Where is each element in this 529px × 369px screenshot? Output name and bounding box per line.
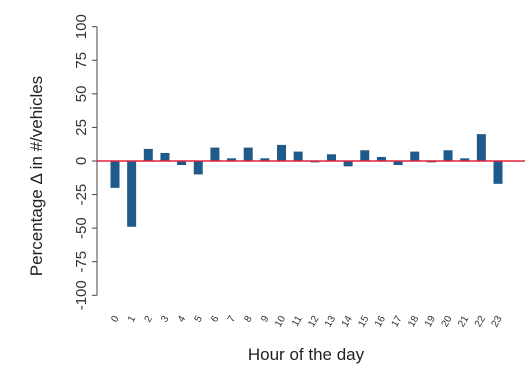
bar-hour-21 (460, 158, 470, 161)
x-tick-label: 23 (490, 314, 505, 330)
bar-hour-1 (127, 161, 137, 227)
x-axis: 0 1 2 3 4 5 6 7 8 9 10 11 12 13 14 15 16 17 18 19 20 21 22 23 (109, 314, 505, 330)
bar-hour-7 (227, 158, 237, 161)
bar-hour-18 (410, 151, 420, 161)
y-tick-label: -100 (73, 280, 90, 310)
x-tick-label: 15 (356, 314, 371, 330)
bar-hour-17 (393, 161, 403, 166)
bar-hour-8 (243, 147, 253, 161)
x-tick-label: 0 (109, 314, 122, 325)
x-tick-label: 6 (209, 314, 222, 325)
bar-hour-2 (143, 148, 153, 161)
x-tick-label: 14 (340, 314, 355, 330)
y-tick-label: 75 (73, 52, 90, 69)
x-tick-label: 17 (390, 314, 405, 330)
bar-hour-10 (277, 144, 287, 161)
y-axis: -100 -75 -50 -25 0 25 50 75 100 (73, 14, 98, 310)
bar-hour-14 (343, 161, 353, 167)
y-tick-label: 0 (73, 157, 90, 165)
bar-hour-13 (326, 154, 336, 161)
bar-hour-20 (443, 150, 453, 161)
y-tick-label: 25 (73, 119, 90, 136)
x-tick-label: 9 (259, 314, 272, 325)
y-axis-title: Percentage Δ in #/vehicles (27, 76, 46, 276)
x-tick-label: 16 (373, 314, 388, 330)
bar-hour-23 (493, 161, 503, 184)
x-tick-label: 11 (290, 314, 305, 329)
x-tick-label: 20 (440, 314, 455, 330)
bar-hour-11 (293, 151, 303, 161)
x-tick-label: 2 (143, 314, 156, 325)
bar-hour-22 (476, 134, 486, 161)
x-tick-label: 3 (159, 314, 172, 325)
x-tick-label: 22 (473, 314, 488, 330)
x-tick-label: 4 (176, 314, 189, 325)
x-tick-label: 7 (226, 314, 239, 325)
bar-hour-3 (160, 152, 170, 161)
x-tick-label: 5 (193, 314, 206, 325)
x-tick-label: 10 (273, 314, 288, 330)
x-tick-label: 13 (323, 314, 338, 330)
x-axis-title: Hour of the day (248, 345, 365, 364)
y-tick-label: -50 (73, 217, 90, 239)
bar-hour-16 (376, 156, 386, 161)
x-tick-label: 8 (243, 314, 256, 325)
x-tick-label: 21 (456, 314, 471, 330)
y-tick-label: 100 (73, 14, 90, 39)
x-tick-label: 19 (423, 314, 438, 330)
y-tick-label: -25 (73, 184, 90, 206)
bar-hour-4 (177, 161, 187, 166)
bar-hour-9 (260, 158, 270, 161)
bar-hour-15 (360, 150, 370, 161)
y-tick-label: -75 (73, 251, 90, 273)
bar-hour-0 (110, 161, 120, 188)
y-tick-label: 50 (73, 86, 90, 103)
x-tick-label: 1 (126, 314, 139, 325)
bar-hour-5 (193, 161, 203, 175)
bars-group (110, 134, 503, 227)
x-tick-label: 12 (306, 314, 321, 330)
bar-hour-6 (210, 147, 220, 161)
x-tick-label: 18 (406, 314, 421, 330)
